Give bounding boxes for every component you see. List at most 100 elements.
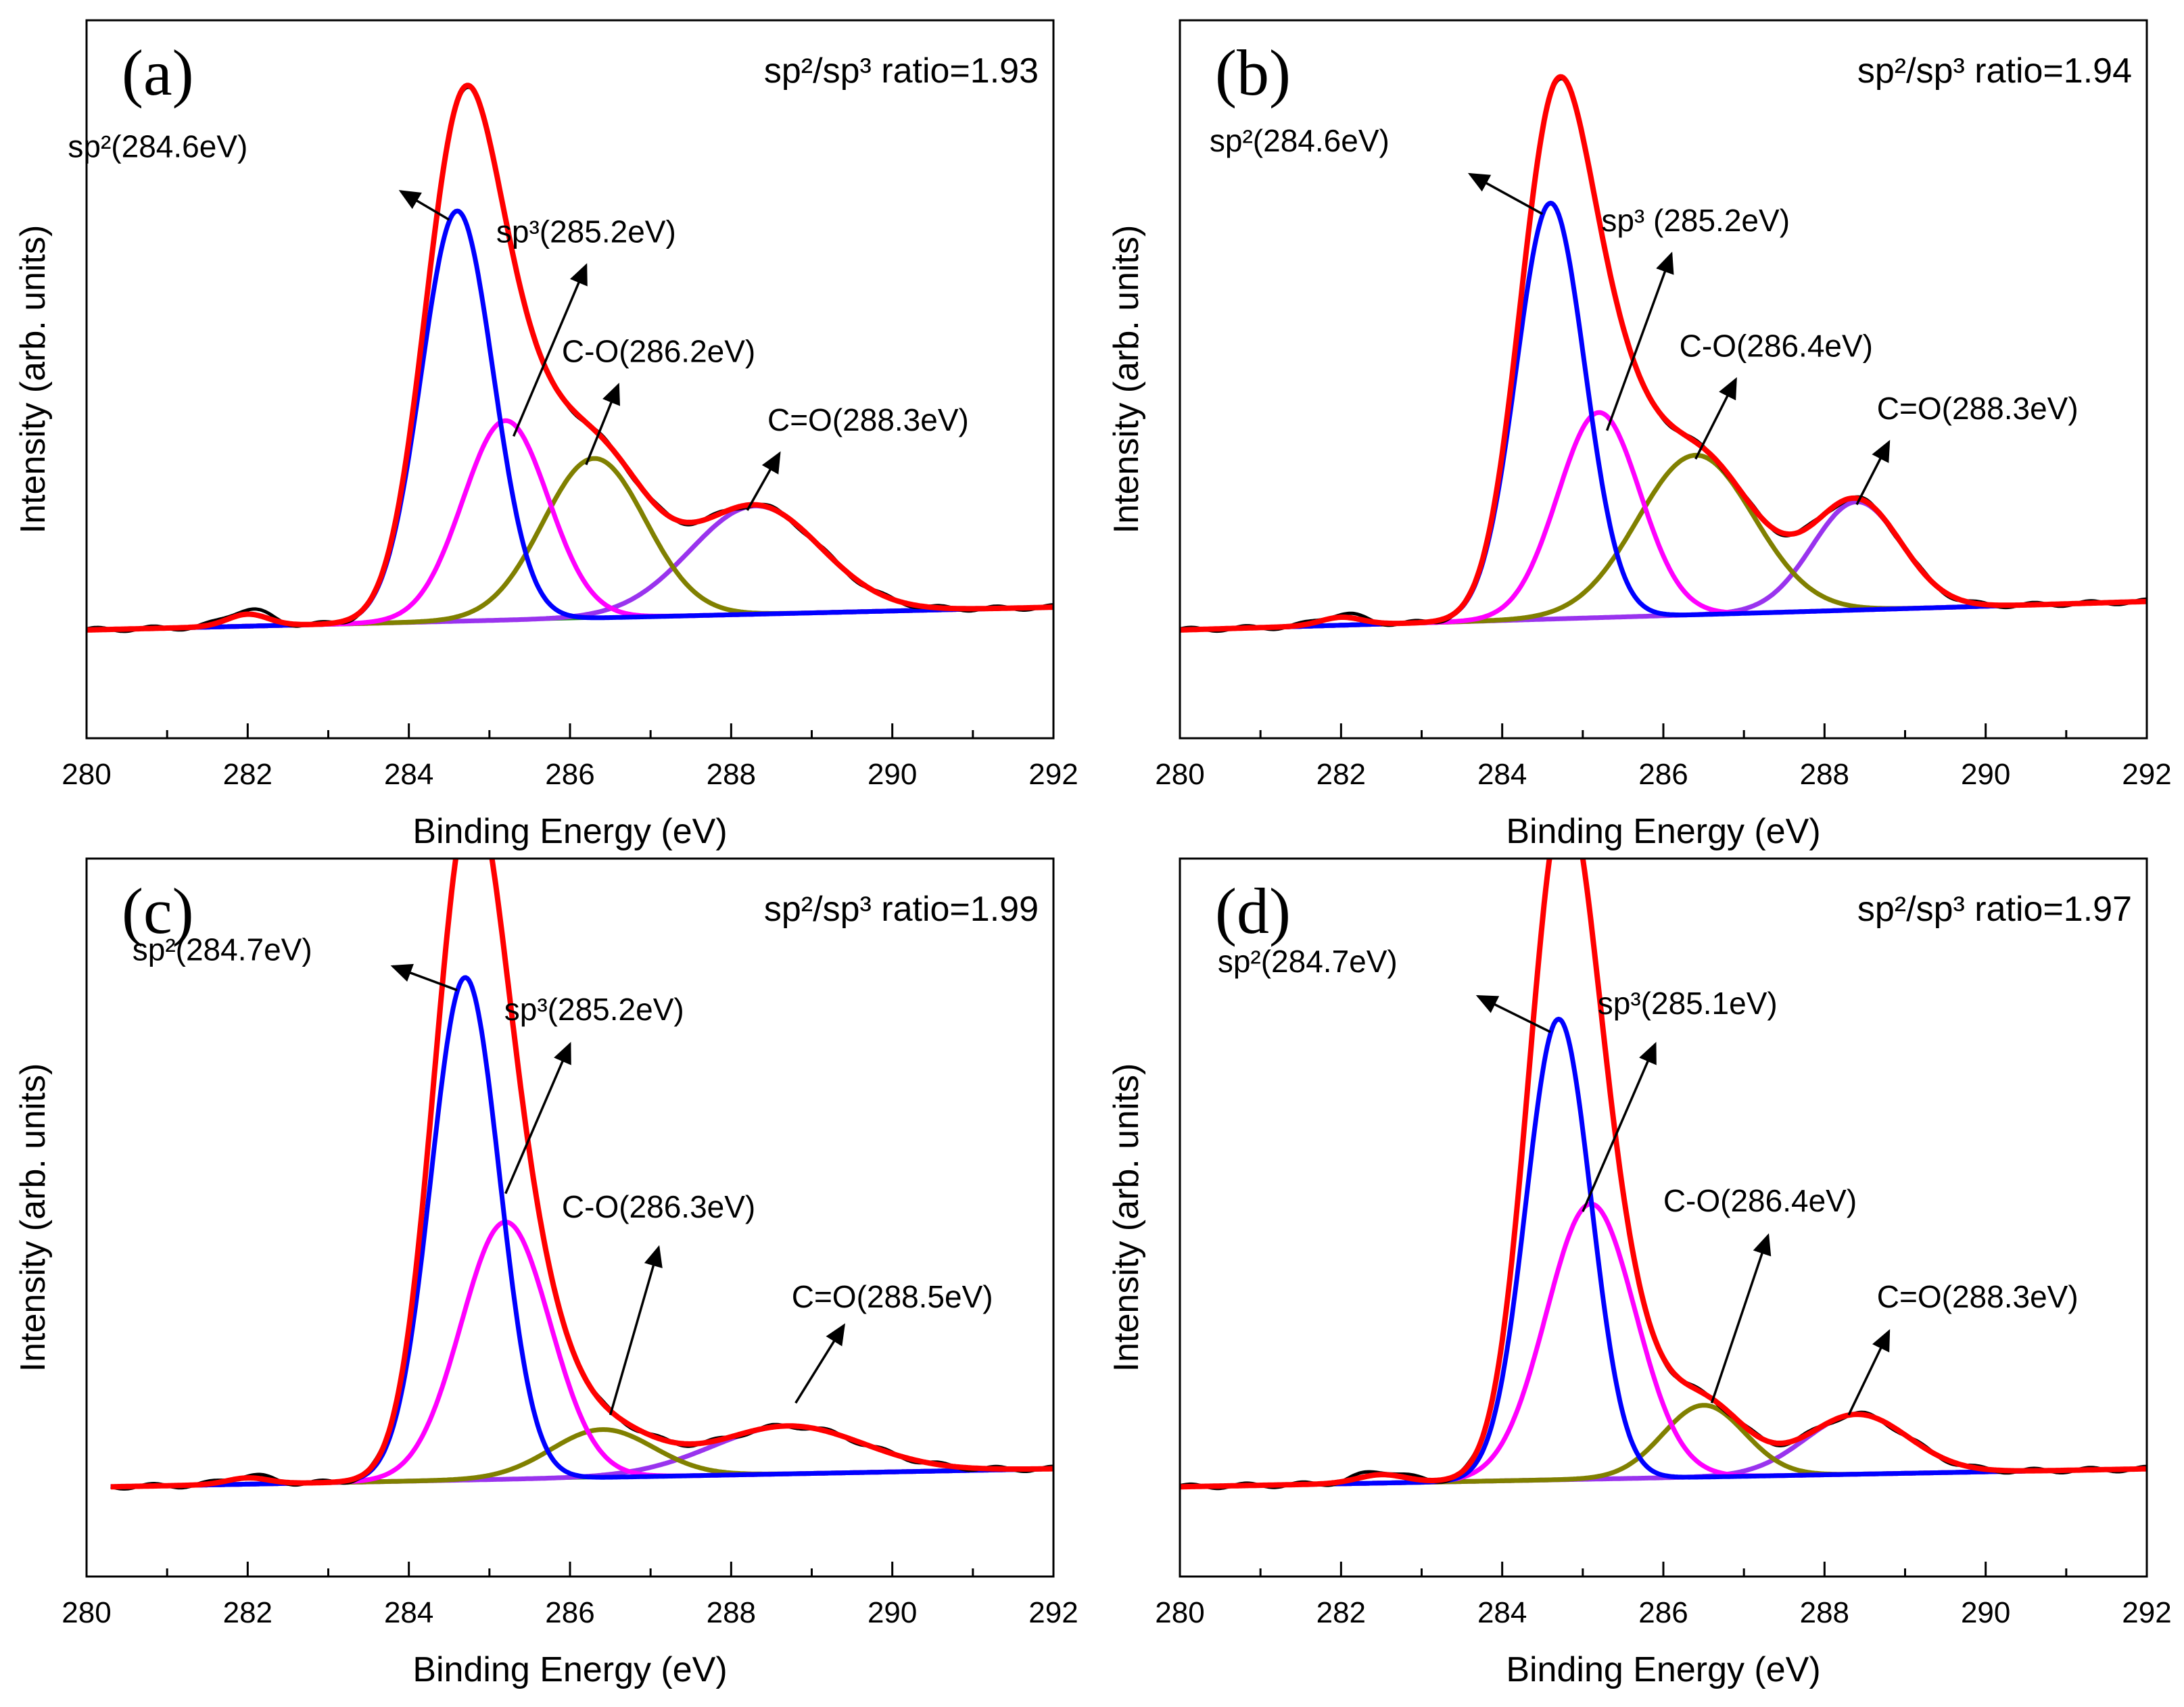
x-tick-label-c: 292 — [1028, 1596, 1078, 1629]
y-axis-label-a: Intensity (arb. units) — [14, 225, 53, 534]
x-tick-label-a: 288 — [707, 758, 756, 791]
x-tick-label-a: 290 — [868, 758, 917, 791]
x-axis-a: 280 282 284 286 288 290 292 — [62, 723, 1078, 791]
x-tick-label-c: 290 — [868, 1596, 917, 1629]
panel-label-c: (c) — [122, 875, 194, 947]
x-tick-label-c: 284 — [384, 1596, 433, 1629]
raw-spectrum-b — [1180, 76, 2147, 633]
x-axis-label-b: Binding Energy (eV) — [1506, 812, 1820, 851]
x-tick-label-b: 288 — [1800, 758, 1849, 791]
annotation-arrow-c-double-o-d — [1847, 1328, 1891, 1416]
x-tick-label-d: 286 — [1638, 1596, 1688, 1629]
x-axis-label-d: Binding Energy (eV) — [1506, 1650, 1820, 1689]
peak-label-sp2-b: sp²(284.6eV) — [1210, 123, 1390, 158]
panel-c: 280 282 284 286 288 290 292 Binding Energy (eV)… — [14, 857, 1078, 1689]
annotation-arrow-co-d — [1710, 1233, 1772, 1403]
x-tick-label-a: 286 — [545, 758, 594, 791]
x-tick-label-d: 284 — [1477, 1596, 1527, 1629]
peak-curve-sp3-c — [110, 1220, 1053, 1489]
ratio-label-b: sp²/sp³ ratio=1.94 — [1857, 51, 2132, 91]
x-tick-label-a: 292 — [1028, 758, 1078, 791]
ratio-label-a: sp²/sp³ ratio=1.93 — [764, 51, 1039, 91]
peak-label-c-double-o-c: C=O(288.5eV) — [792, 1279, 993, 1314]
peak-label-sp3-d: sp³(285.1eV) — [1598, 986, 1778, 1021]
annotation-arrow-co-c — [609, 1245, 663, 1416]
panel-d: 280 282 284 286 288 290 292 Binding Energy (eV)… — [1107, 857, 2172, 1689]
x-tick-label-d: 288 — [1800, 1596, 1849, 1629]
peak-label-sp3-b: sp³ (285.2eV) — [1601, 203, 1790, 238]
panel-label-d: (d) — [1215, 875, 1291, 947]
peak-label-sp2-a: sp²(284.6eV) — [68, 128, 247, 164]
x-axis-label-c: Binding Energy (eV) — [412, 1650, 727, 1689]
annotation-arrow-sp3-c — [504, 1042, 571, 1195]
panel-label-b: (b) — [1215, 37, 1291, 109]
peak-label-c-double-o-a: C=O(288.3eV) — [767, 402, 969, 437]
x-tick-label-d: 290 — [1961, 1596, 2010, 1629]
peak-label-sp2-c: sp²(284.7eV) — [133, 932, 312, 967]
x-tick-label-d: 280 — [1155, 1596, 1204, 1629]
x-tick-label-b: 290 — [1961, 758, 2010, 791]
y-axis-label-c: Intensity (arb. units) — [14, 1063, 53, 1372]
x-tick-label-c: 288 — [707, 1596, 756, 1629]
peak-label-co-d: C-O(286.4eV) — [1663, 1183, 1857, 1218]
peak-curve-sp2-d — [1180, 1016, 2147, 1489]
annotation-arrow-sp2-d — [1475, 994, 1551, 1034]
envelope-curve-c — [110, 859, 1053, 1490]
x-tick-label-a: 282 — [223, 758, 272, 791]
plot-area-b — [1180, 74, 2147, 633]
peak-label-sp2-d: sp²(284.7eV) — [1218, 944, 1398, 979]
x-tick-label-d: 282 — [1316, 1596, 1366, 1629]
y-axis-label-b: Intensity (arb. units) — [1107, 225, 1146, 534]
peak-label-co-b: C-O(286.4eV) — [1680, 328, 1873, 363]
x-tick-label-d: 292 — [2122, 1596, 2171, 1629]
x-axis-label-a: Binding Energy (eV) — [412, 812, 727, 851]
envelope-curve-a — [87, 82, 1053, 633]
annotation-arrow-c-double-o-c — [794, 1323, 846, 1404]
annotation-arrow-co-b — [1694, 377, 1737, 460]
x-tick-label-b: 284 — [1477, 758, 1527, 791]
envelope-curve-b — [1180, 74, 2147, 633]
peak-label-c-double-o-d: C=O(288.3eV) — [1877, 1279, 2079, 1314]
annotation-arrow-c-double-o-b — [1855, 439, 1891, 506]
peak-label-sp3-c: sp³(285.2eV) — [504, 992, 684, 1027]
plot-area-a — [87, 82, 1053, 633]
peak-curve-c-double-o-b — [1180, 499, 2147, 633]
x-tick-label-a: 280 — [62, 758, 111, 791]
y-axis-label-d: Intensity (arb. units) — [1107, 1063, 1146, 1372]
x-axis-d: 280 282 284 286 288 290 292 — [1155, 1562, 2172, 1629]
peak-curve-sp2-c — [110, 975, 1053, 1489]
annotation-arrow-sp3-b — [1605, 251, 1674, 431]
peak-label-co-c: C-O(286.3eV) — [562, 1189, 755, 1224]
ratio-label-c: sp²/sp³ ratio=1.99 — [764, 890, 1039, 929]
peak-label-c-double-o-b: C=O(288.3eV) — [1877, 391, 2079, 426]
x-axis-b: 280 282 284 286 288 290 292 — [1155, 723, 2172, 791]
annotation-arrow-sp2-b — [1467, 172, 1544, 216]
x-tick-label-c: 282 — [223, 1596, 272, 1629]
x-tick-label-b: 282 — [1316, 758, 1366, 791]
annotation-arrow-sp2-c — [390, 963, 458, 992]
envelope-curve-d — [1180, 859, 2147, 1490]
annotation-arrow-c-double-o-a — [746, 451, 781, 511]
peak-curve-sp3-a — [87, 418, 1053, 633]
panel-b: 280 282 284 286 288 290 292 Binding Energy (eV)… — [1107, 19, 2172, 851]
peak-label-co-a: C-O(286.2eV) — [562, 334, 755, 369]
peak-curve-sp3-b — [1180, 410, 2147, 633]
peak-curve-sp2-a — [87, 208, 1053, 633]
panel-a: 280 282 284 286 288 290 292 Binding Energy (eV)… — [14, 19, 1078, 851]
x-tick-label-b: 280 — [1155, 758, 1204, 791]
x-axis-c: 280 282 284 286 288 290 292 — [62, 1562, 1078, 1629]
ratio-label-d: sp²/sp³ ratio=1.97 — [1857, 890, 2132, 929]
annotation-arrow-co-a — [585, 383, 620, 466]
x-tick-label-c: 286 — [545, 1596, 594, 1629]
annotation-arrow-sp2-a — [398, 190, 450, 221]
annotation-arrow-sp3-a — [512, 263, 588, 437]
peak-curve-sp3-d — [1180, 1201, 2147, 1489]
panel-label-a: (a) — [122, 37, 194, 109]
annotation-arrow-sp3-d — [1582, 1042, 1657, 1212]
plot-area-c — [110, 859, 1053, 1491]
x-tick-label-a: 284 — [384, 758, 433, 791]
x-tick-label-c: 280 — [62, 1596, 111, 1629]
x-tick-label-b: 286 — [1638, 758, 1688, 791]
